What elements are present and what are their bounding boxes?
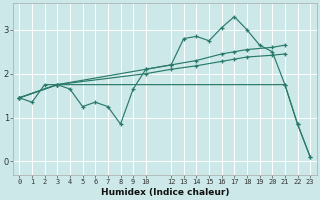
X-axis label: Humidex (Indice chaleur): Humidex (Indice chaleur) xyxy=(100,188,229,197)
